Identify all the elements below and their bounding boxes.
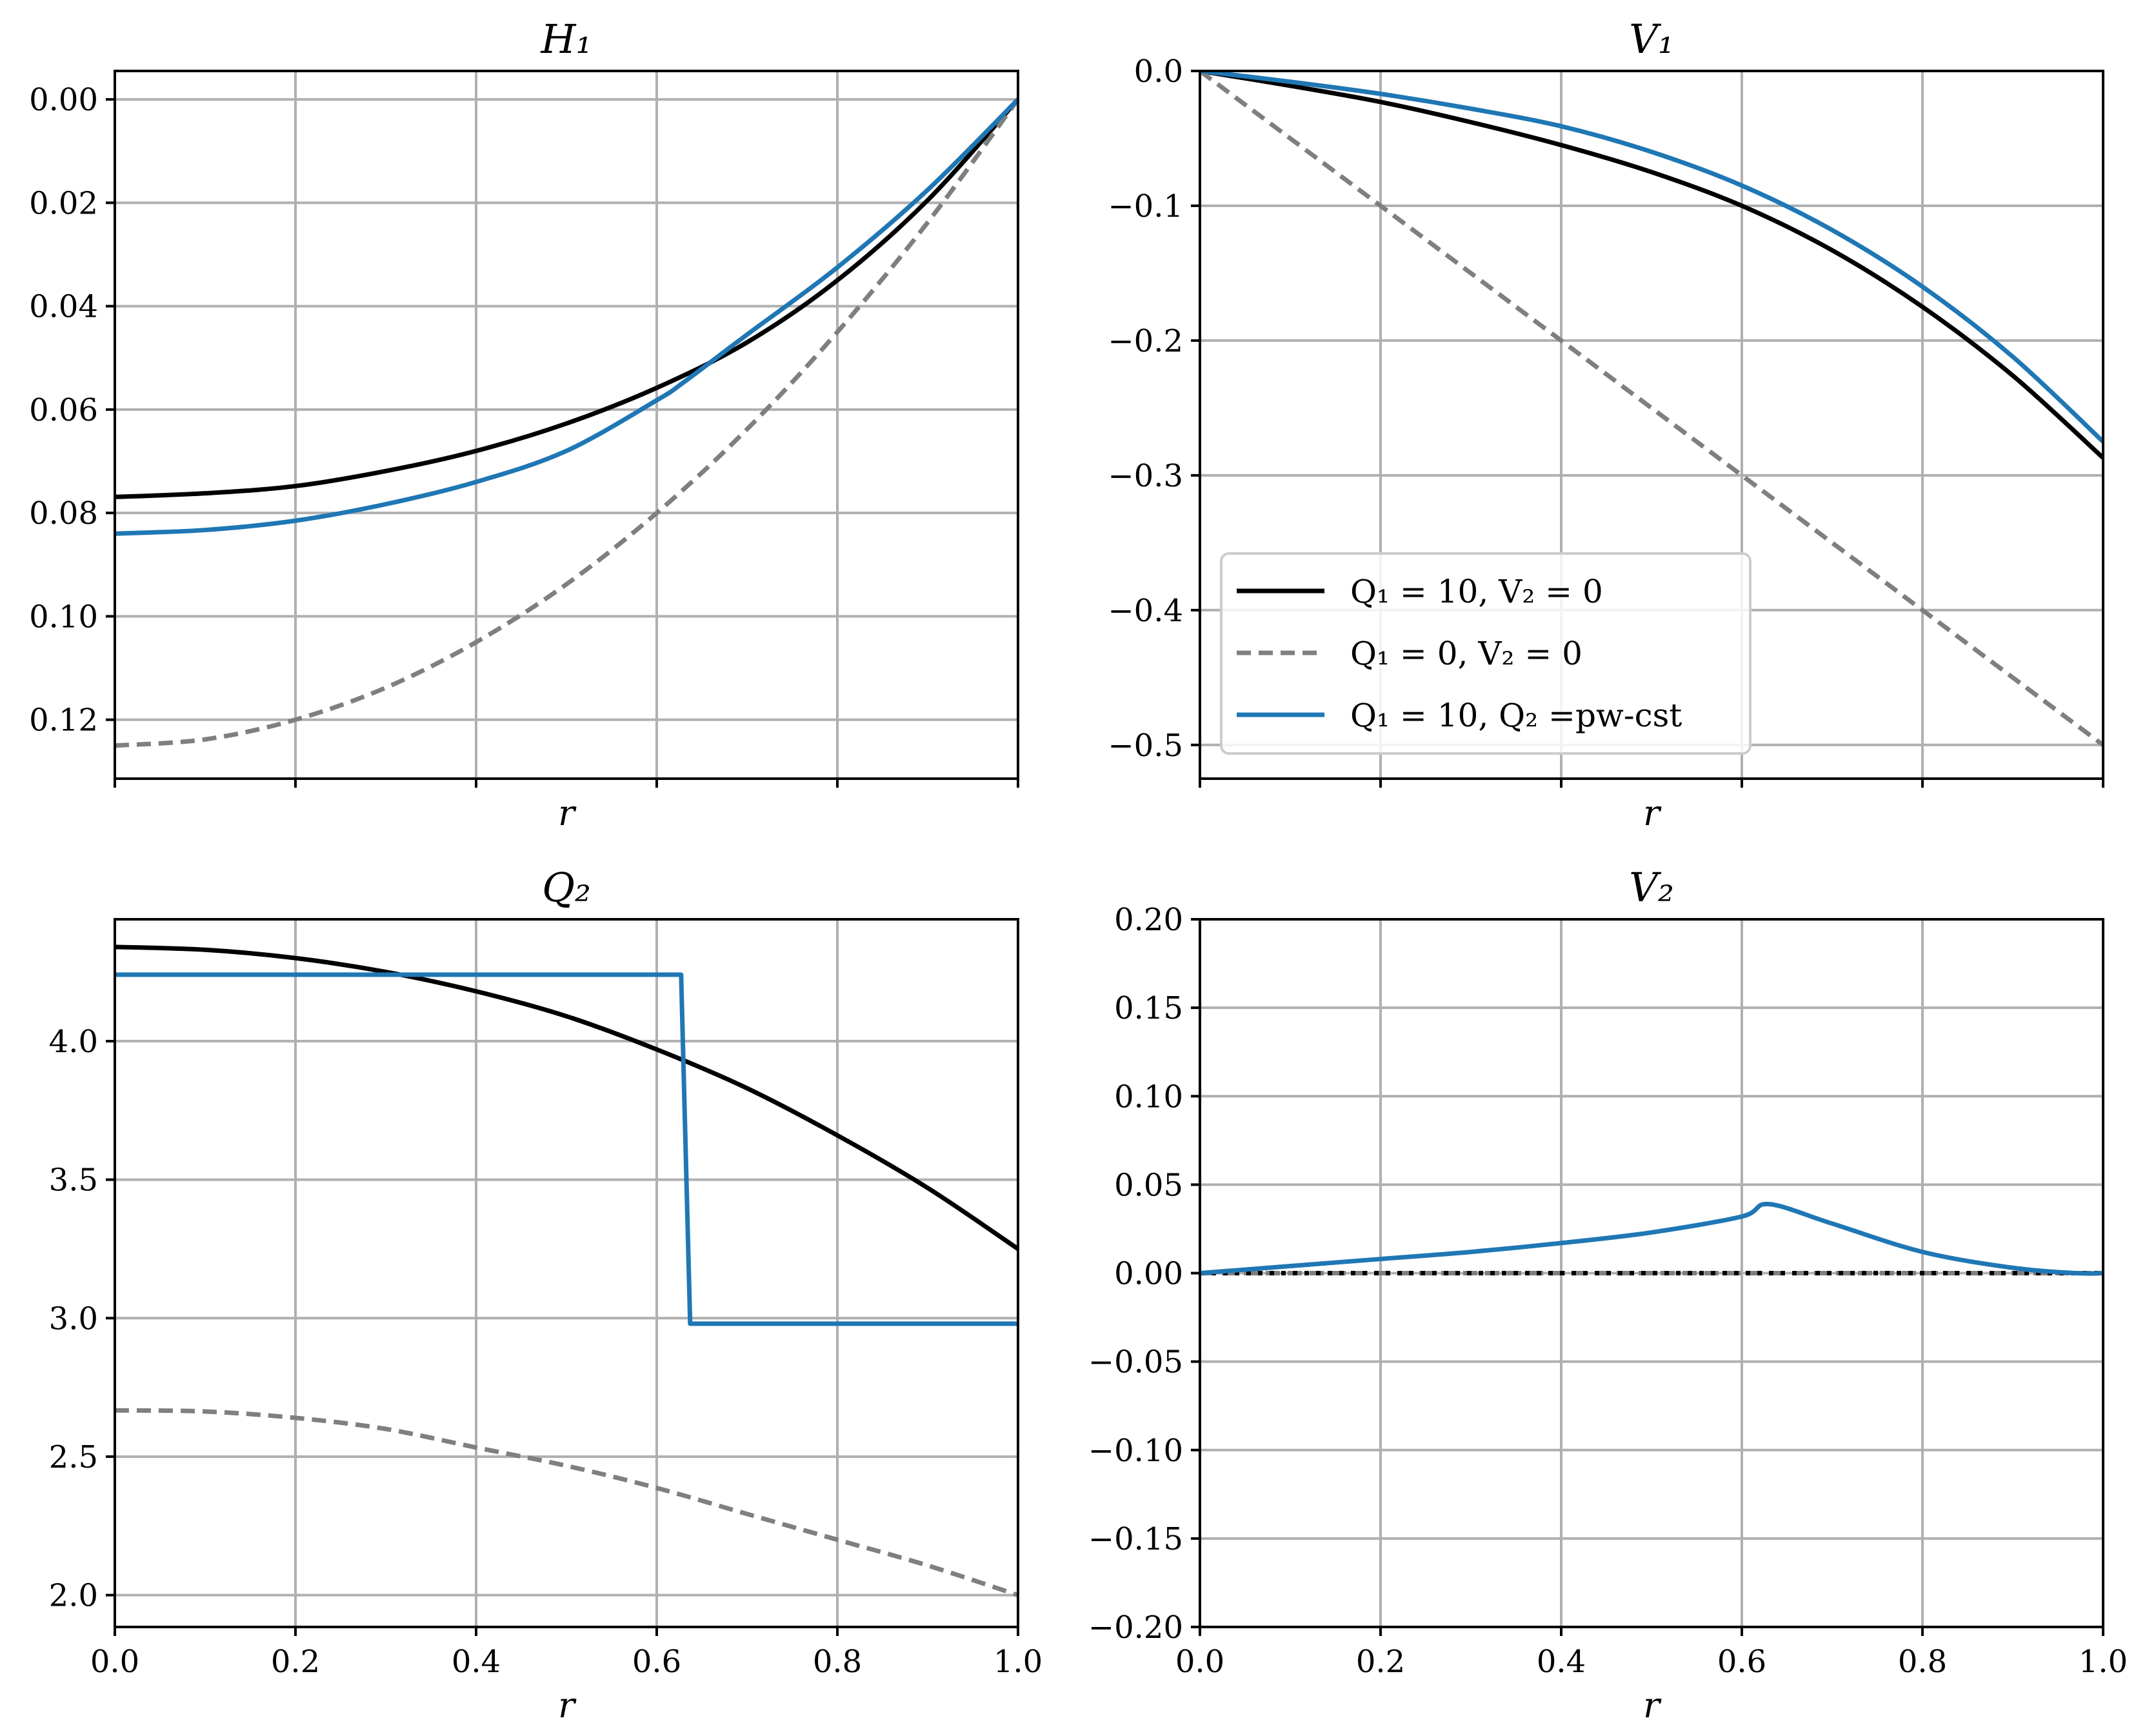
panel-1: 0.00 0.02 0.04 0.06 0.08 0.10 0.12 H₁ r [29, 15, 1019, 833]
legend-label: Q₁ = 10, V₂ = 0 [1350, 573, 1603, 610]
panel-title: H₁ [541, 15, 592, 63]
x-tick-label: 0.6 [632, 1644, 681, 1680]
y-tick-label: −0.10 [1088, 1433, 1183, 1469]
y-tick-label: 0.15 [1114, 990, 1183, 1026]
x-axis-label: r [1643, 1685, 1662, 1726]
y-tick-label: 2.0 [49, 1578, 98, 1614]
series-line-black [115, 944, 1018, 1251]
panel-4: 0.0 0.2 0.4 0.6 0.8 1.0 −0.20 −0.15 −0.10 −0.05 0.… [1088, 864, 2128, 1726]
series-group [115, 944, 1018, 1597]
panel-3: 0.0 0.2 0.4 0.6 0.8 1.0 2.0 2.5 3.0 3.5 4.0 Q₂ r [49, 864, 1043, 1726]
y-tick-label: 0.02 [29, 185, 98, 221]
y-tick-label: −0.4 [1108, 593, 1183, 629]
series-line-black [1200, 71, 2103, 460]
x-tick-label: 0.4 [1537, 1644, 1586, 1680]
y-tick-label: 0.08 [29, 495, 98, 532]
y-tick-label: 0.12 [29, 703, 98, 739]
series-line-blue [1200, 1201, 2103, 1276]
y-tick-label: −0.5 [1108, 728, 1183, 764]
x-tick-label: 0.2 [1356, 1644, 1405, 1680]
y-tick-label: 0.20 [1114, 902, 1183, 938]
x-tick-label: 0.2 [271, 1644, 320, 1680]
series-line-blue [1200, 71, 2103, 444]
axes-frame [114, 918, 1019, 1628]
series-group [1200, 1201, 2103, 1276]
panel-title: V₂ [1629, 864, 1674, 911]
x-tick-label: 0.0 [90, 1644, 139, 1680]
legend: Q₁ = 10, V₂ = 0 Q₁ = 0, V₂ = 0 Q₁ = 10, Q₂… [1220, 552, 1752, 755]
y-tick-label: 0.00 [29, 82, 98, 118]
x-tick-label: 1.0 [2079, 1644, 2128, 1680]
y-tick-label: 0.06 [29, 392, 98, 428]
y-tick-label: 0.10 [29, 599, 98, 635]
x-tick-label: 0.8 [813, 1644, 862, 1680]
x-axis-label: r [1643, 793, 1662, 833]
axes-frame [1199, 70, 2104, 780]
series-line-gray [115, 1408, 1018, 1597]
y-tick-label: 4.0 [49, 1024, 98, 1060]
x-tick-label: 0.6 [1717, 1644, 1766, 1680]
legend-label: Q₁ = 0, V₂ = 0 [1350, 635, 1582, 672]
panel-title: V₁ [1629, 15, 1674, 63]
y-tick-label: −0.3 [1108, 458, 1183, 494]
series-line-gray [1200, 71, 2103, 747]
y-tick-label: 3.5 [49, 1162, 98, 1199]
series-group [1200, 71, 2103, 747]
series-line-gray [115, 98, 1018, 748]
y-tick-label: −0.2 [1108, 323, 1183, 359]
x-tick-label: 0.4 [452, 1644, 501, 1680]
x-tick-label: 1.0 [993, 1644, 1043, 1680]
y-tick-label: 2.5 [49, 1439, 98, 1475]
y-tick-label: 0.00 [1114, 1256, 1183, 1292]
y-tick-label: 0.04 [29, 289, 98, 325]
series-group [115, 97, 1018, 748]
x-axis-label: r [558, 1685, 577, 1726]
panel-title: Q₂ [542, 864, 591, 911]
x-axis-label: r [558, 793, 577, 833]
y-tick-label: −0.20 [1088, 1610, 1183, 1646]
series-line-black [115, 97, 1018, 499]
y-tick-label: −0.1 [1108, 188, 1183, 224]
y-tick-label: 3.0 [49, 1301, 98, 1337]
y-tick-label: −0.05 [1088, 1344, 1183, 1381]
series-line-blue [115, 97, 1018, 536]
legend-box [1220, 552, 1752, 755]
x-tick-label: 0.0 [1175, 1644, 1224, 1680]
axes-frame [114, 70, 1019, 780]
y-tick-label: 0.10 [1114, 1079, 1183, 1115]
legend-label: Q₁ = 10, Q₂ =pw-cst [1350, 697, 1682, 734]
y-tick-label: 0.0 [1134, 54, 1183, 90]
y-tick-label: −0.15 [1088, 1521, 1183, 1557]
y-tick-label: 0.05 [1114, 1167, 1183, 1203]
x-tick-label: 0.8 [1898, 1644, 1947, 1680]
series-line-blue [115, 972, 1018, 1326]
panel-2: 0.0 −0.1 −0.2 −0.3 −0.4 −0.5 V₁ r Q₁ = 10, V₂ = … [1108, 15, 2104, 833]
